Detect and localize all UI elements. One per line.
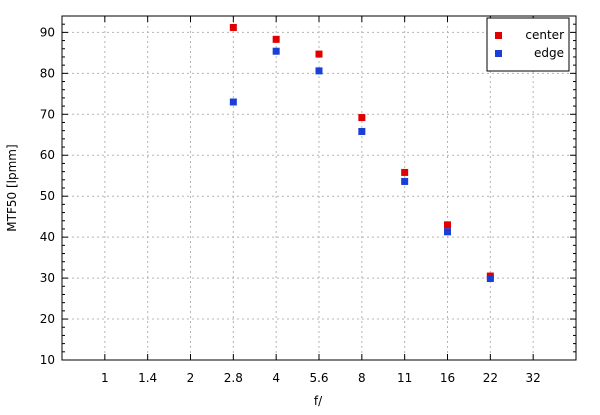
data-point-center xyxy=(444,221,451,229)
y-tick-label: 30 xyxy=(40,271,55,285)
legend-label-edge: edge xyxy=(534,46,564,60)
x-tick-label: 1.4 xyxy=(138,371,157,385)
y-tick-label: 10 xyxy=(40,353,55,367)
data-point-edge xyxy=(486,275,494,283)
data-point-center xyxy=(272,35,280,43)
y-axis-title: MTF50 [lpmm] xyxy=(5,144,19,231)
x-tick-label: 2.8 xyxy=(224,371,243,385)
x-tick-label: 11 xyxy=(397,371,412,385)
x-tick-label: 5.6 xyxy=(309,371,328,385)
y-tick-label: 90 xyxy=(40,25,55,39)
x-tick-label: 4 xyxy=(272,371,280,385)
legend: center edge xyxy=(486,17,570,72)
legend-swatch-edge xyxy=(495,50,502,57)
data-point-center xyxy=(358,114,366,122)
y-axis: 10 20 30 40 50 60 70 80 90 xyxy=(40,23,576,367)
data-point-edge xyxy=(315,67,323,75)
data-point-center xyxy=(229,23,237,31)
data-point-center xyxy=(315,50,323,58)
x-axis-title: f/ xyxy=(314,394,323,408)
data-point-center xyxy=(401,168,409,176)
x-tick-label: 22 xyxy=(483,371,498,385)
legend-box xyxy=(486,17,570,72)
x-tick-label: 8 xyxy=(358,371,366,385)
legend-label-center: center xyxy=(525,28,564,42)
x-tick-label: 32 xyxy=(526,371,541,385)
legend-swatch-center xyxy=(495,32,502,39)
data-points xyxy=(229,23,494,283)
data-point-edge xyxy=(358,127,366,135)
grid xyxy=(62,16,576,360)
x-tick-label: 16 xyxy=(440,371,455,385)
data-point-edge xyxy=(229,98,237,106)
x-tick-label: 1 xyxy=(101,371,109,385)
data-point-edge xyxy=(444,228,451,236)
y-tick-label: 80 xyxy=(40,66,55,80)
y-tick-label: 20 xyxy=(40,312,55,326)
data-point-edge xyxy=(401,177,409,185)
y-tick-label: 60 xyxy=(40,148,55,162)
y-tick-label: 40 xyxy=(40,230,55,244)
x-axis: 1 1.4 2 2.8 4 5.6 8 11 16 22 32 xyxy=(101,16,541,385)
y-tick-label: 70 xyxy=(40,107,55,121)
y-tick-label: 50 xyxy=(40,189,55,203)
x-tick-label: 2 xyxy=(187,371,195,385)
data-point-edge xyxy=(272,47,280,55)
